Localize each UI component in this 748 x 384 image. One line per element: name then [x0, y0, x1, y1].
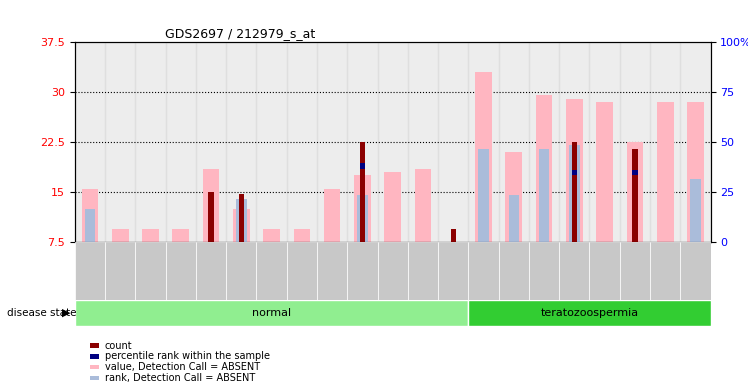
Bar — [536, 96, 553, 242]
Bar — [450, 228, 456, 242]
Bar — [506, 152, 522, 242]
Bar — [257, 242, 286, 300]
Bar — [226, 242, 257, 300]
Bar — [509, 195, 519, 242]
Bar — [468, 42, 499, 242]
Bar — [347, 42, 378, 242]
Bar — [681, 42, 711, 242]
Bar — [165, 42, 196, 242]
Bar — [560, 242, 589, 300]
Bar — [560, 42, 589, 242]
Bar — [690, 179, 701, 242]
Text: percentile rank within the sample: percentile rank within the sample — [105, 351, 270, 361]
Bar — [468, 300, 711, 326]
Bar — [354, 175, 371, 242]
Bar — [208, 192, 214, 242]
Bar — [263, 228, 280, 242]
Bar — [539, 149, 549, 242]
Bar — [203, 169, 219, 242]
Bar — [257, 42, 286, 242]
Bar — [529, 42, 560, 242]
Text: ▶: ▶ — [62, 308, 70, 318]
Bar — [589, 242, 620, 300]
Bar — [196, 42, 226, 242]
Bar — [566, 99, 583, 242]
Bar — [408, 242, 438, 300]
Bar — [360, 142, 365, 242]
Bar — [571, 170, 577, 175]
Bar — [236, 199, 247, 242]
Bar — [173, 228, 189, 242]
Bar — [384, 172, 401, 242]
Bar — [85, 209, 95, 242]
Bar — [681, 242, 711, 300]
Bar — [499, 242, 529, 300]
Bar — [286, 242, 317, 300]
Bar — [414, 169, 432, 242]
Text: normal: normal — [252, 308, 291, 318]
Bar — [596, 102, 613, 242]
Text: count: count — [105, 341, 132, 351]
Bar — [135, 42, 165, 242]
Bar — [468, 242, 499, 300]
Bar — [360, 163, 365, 169]
Bar — [657, 102, 673, 242]
Bar — [233, 209, 250, 242]
Bar — [357, 195, 368, 242]
Bar — [632, 170, 637, 175]
Bar — [286, 42, 317, 242]
Bar — [571, 142, 577, 242]
Bar — [569, 146, 580, 242]
Bar — [529, 242, 560, 300]
Bar — [75, 300, 468, 326]
Bar — [317, 42, 347, 242]
Bar — [378, 242, 408, 300]
Bar — [135, 242, 165, 300]
Bar — [650, 242, 681, 300]
Bar — [448, 242, 459, 255]
Bar — [650, 42, 681, 242]
Bar — [627, 142, 643, 242]
Bar — [112, 228, 129, 242]
Bar — [499, 42, 529, 242]
Bar — [75, 42, 105, 242]
Bar — [408, 42, 438, 242]
Bar — [75, 242, 105, 300]
Bar — [620, 42, 650, 242]
Text: disease state: disease state — [7, 308, 77, 318]
Bar — [142, 228, 159, 242]
Bar — [82, 189, 98, 242]
Bar — [226, 42, 257, 242]
Bar — [105, 242, 135, 300]
Bar — [438, 242, 468, 300]
Text: rank, Detection Call = ABSENT: rank, Detection Call = ABSENT — [105, 373, 255, 383]
Bar — [438, 42, 468, 242]
Bar — [687, 102, 704, 242]
Bar — [378, 42, 408, 242]
Bar — [324, 189, 340, 242]
Bar — [478, 149, 489, 242]
Bar — [589, 42, 620, 242]
Text: GDS2697 / 212979_s_at: GDS2697 / 212979_s_at — [165, 27, 315, 40]
Bar — [317, 242, 347, 300]
Text: teratozoospermia: teratozoospermia — [541, 308, 639, 318]
Bar — [620, 242, 650, 300]
Bar — [347, 242, 378, 300]
Bar — [475, 72, 492, 242]
Bar — [239, 194, 244, 242]
Bar — [105, 42, 135, 242]
Bar — [165, 242, 196, 300]
Bar — [293, 228, 310, 242]
Text: value, Detection Call = ABSENT: value, Detection Call = ABSENT — [105, 362, 260, 372]
Bar — [196, 242, 226, 300]
Bar — [632, 149, 637, 242]
